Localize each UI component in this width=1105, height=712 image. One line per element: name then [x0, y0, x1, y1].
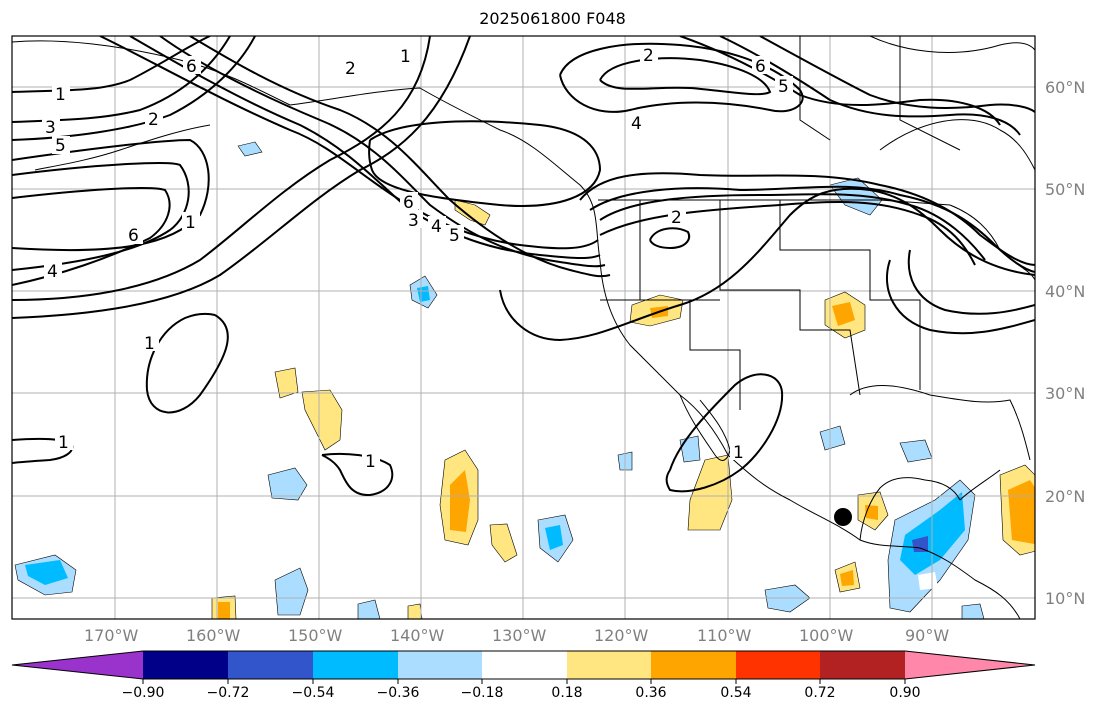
- longitude-label: 100°W: [799, 626, 854, 645]
- map-frame: [11, 35, 1036, 620]
- colorbar: [11, 650, 1036, 684]
- latitude-label: 30°N: [1045, 384, 1086, 403]
- positive-anomaly-region: [840, 570, 854, 586]
- contour-label-group: 1 3 5 2 4 6 1 6 2 1 6 3 4 5: [42, 45, 793, 472]
- contour-label: 3: [408, 211, 419, 231]
- colorbar-tick-label: −0.18: [460, 685, 504, 701]
- colorbar-segment: [651, 651, 736, 679]
- negative-anomaly-region: [274, 567, 309, 616]
- latitude-label: 50°N: [1045, 180, 1086, 199]
- negative-anomaly-region: [25, 560, 68, 585]
- negative-anomaly-region: [545, 525, 563, 550]
- contour-label: 1: [55, 85, 66, 105]
- contour-label: 1: [185, 213, 196, 233]
- colorbar-segment: [482, 651, 567, 679]
- negative-anomaly-region: [819, 425, 846, 451]
- negative-anomaly-region: [679, 435, 701, 463]
- contour-label: 6: [403, 193, 414, 213]
- colorbar-tick-label: 0.72: [804, 685, 836, 701]
- negative-anomaly-region: [912, 536, 928, 552]
- contour-label: 2: [671, 208, 682, 228]
- coastlines: [12, 36, 1035, 619]
- longitude-label: 160°W: [186, 626, 241, 645]
- positive-anomaly-region: [450, 470, 470, 532]
- latitude-label: 10°N: [1045, 589, 1086, 608]
- negative-anomaly-region: [357, 599, 381, 619]
- positive-anomaly-region: [407, 603, 423, 619]
- location-marker: [834, 508, 852, 526]
- colorbar-segment: [567, 651, 651, 679]
- colorbar-tick-label: −0.72: [206, 685, 250, 701]
- map-title: 2025061800 F048: [479, 9, 626, 28]
- contour-label: 1: [144, 334, 155, 354]
- contour-label: 1: [400, 47, 411, 67]
- contour-label: 6: [755, 57, 766, 77]
- latitude-label: 60°N: [1045, 78, 1086, 97]
- contour-label: 1: [733, 443, 744, 463]
- colorbar-tick-label: −0.54: [291, 685, 335, 701]
- contour-label: 2: [148, 110, 159, 130]
- contour-label: 4: [47, 262, 58, 282]
- longitude-label: 110°W: [697, 626, 752, 645]
- colorbar-tick-label: 0.54: [720, 685, 752, 701]
- negative-anomaly-region: [237, 141, 263, 157]
- longitude-label: 140°W: [390, 626, 445, 645]
- contour-label: 3: [45, 118, 56, 138]
- negative-anomaly-region: [918, 572, 938, 590]
- negative-anomaly-region: [417, 286, 430, 302]
- longitude-label: 130°W: [492, 626, 547, 645]
- contour-label: 1: [365, 452, 376, 472]
- colorbar-segment: [398, 651, 482, 679]
- longitude-label: 170°W: [84, 626, 139, 645]
- contour-label: 5: [55, 136, 66, 156]
- colorbar-tick-label: −0.36: [376, 685, 420, 701]
- colorbar-segment: [905, 651, 1035, 679]
- colorbar-segment: [820, 651, 905, 679]
- contour-label: 2: [643, 46, 654, 66]
- positive-anomaly-region: [832, 302, 855, 326]
- longitude-label: 90°W: [905, 626, 950, 645]
- contour-label: 4: [431, 217, 442, 237]
- contour-lines: [12, 36, 1035, 497]
- contour-label: 6: [186, 57, 197, 77]
- colorbar-tick-label: 0.90: [889, 685, 921, 701]
- positive-anomaly-region: [218, 602, 230, 619]
- contour-label: 2: [345, 59, 356, 79]
- colorbar-segment: [12, 651, 143, 679]
- colorbar-tick-label: −0.90: [121, 685, 165, 701]
- positive-anomaly-region: [454, 199, 491, 226]
- longitude-label: 120°W: [594, 626, 649, 645]
- negative-anomaly-region: [961, 603, 985, 619]
- colorbar-segment: [228, 651, 313, 679]
- positive-anomaly-region: [274, 367, 299, 399]
- positive-anomaly-region: [489, 523, 518, 563]
- contour-label: 1: [58, 433, 69, 453]
- latitude-label: 20°N: [1045, 487, 1086, 506]
- contour-label: 5: [778, 77, 789, 97]
- colorbar-segment: [736, 651, 820, 679]
- colorbar-tick-label: 0.36: [635, 685, 667, 701]
- contour-label: 6: [128, 226, 139, 246]
- longitude-label: 150°W: [288, 626, 343, 645]
- colorbar-tick-label: 0.18: [551, 685, 583, 701]
- latitude-label: 40°N: [1045, 282, 1086, 301]
- contour-label: 4: [631, 114, 642, 134]
- negative-anomaly-region: [267, 467, 308, 501]
- colorbar-segment: [143, 651, 228, 679]
- colorbar-segment: [313, 651, 398, 679]
- contour-label: 5: [449, 226, 460, 246]
